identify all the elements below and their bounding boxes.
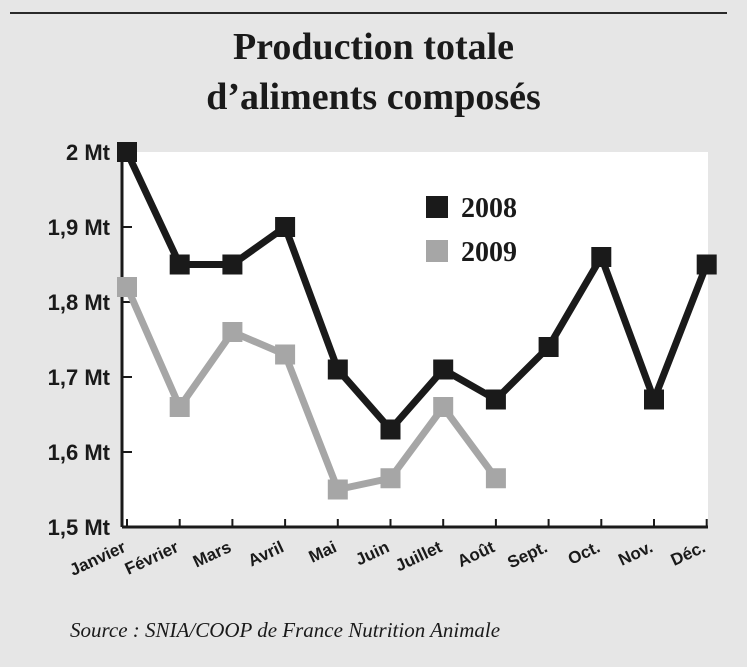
data-point-2008 xyxy=(591,247,612,267)
data-point-2008 xyxy=(169,254,190,275)
data-point-2008 xyxy=(433,359,454,380)
x-tick-label: Nov. xyxy=(615,537,655,569)
legend-label-2009: 2009 xyxy=(461,237,517,268)
x-tick-label: Mars xyxy=(190,537,234,571)
y-tick-label: 1,9 Mt xyxy=(48,215,111,240)
data-point-2009 xyxy=(485,468,506,489)
y-tick-label: 1,7 Mt xyxy=(48,365,111,390)
data-point-2009 xyxy=(275,344,296,365)
data-point-2009 xyxy=(117,277,137,297)
data-point-2008 xyxy=(696,254,717,275)
data-point-2008 xyxy=(380,419,401,440)
x-tick-label: Juin xyxy=(352,537,392,569)
top-rule xyxy=(10,12,727,14)
legend-swatch-2008 xyxy=(426,196,448,218)
x-tick-label: Oct. xyxy=(565,537,603,568)
data-point-2008 xyxy=(117,142,137,162)
chart-title: Production totale d’aliments composés xyxy=(206,26,541,118)
data-point-2008 xyxy=(275,217,296,237)
y-tick-label: 1,5 Mt xyxy=(48,515,111,540)
legend-swatch-2009 xyxy=(426,240,448,262)
data-point-2009 xyxy=(380,468,401,489)
y-tick-label: 1,8 Mt xyxy=(48,290,111,315)
legend-label-2008: 2008 xyxy=(461,193,517,224)
x-tick-label: Déc. xyxy=(668,537,709,569)
data-point-2009 xyxy=(222,322,243,342)
data-point-2009 xyxy=(433,397,454,417)
y-tick-label: 1,6 Mt xyxy=(48,440,111,465)
x-tick-label: Avril xyxy=(245,537,287,570)
x-tick-label: Mai xyxy=(306,537,340,566)
data-point-2008 xyxy=(327,359,348,380)
data-point-2008 xyxy=(485,389,506,410)
x-tick-label: Janvier xyxy=(67,537,129,580)
data-point-2008 xyxy=(644,389,664,410)
data-point-2009 xyxy=(169,397,190,417)
y-tick-label: 2 Mt xyxy=(66,140,111,165)
x-tick-label: Août xyxy=(454,537,497,571)
source-note: Source : SNIA/COOP de France Nutrition A… xyxy=(70,618,501,642)
x-tick-label: Sept. xyxy=(505,537,551,572)
data-point-2008 xyxy=(222,254,243,275)
data-point-2009 xyxy=(327,479,348,500)
x-tick-label: Février xyxy=(122,537,182,578)
data-point-2008 xyxy=(538,337,559,357)
plot-area xyxy=(122,152,708,527)
series-line-2009 xyxy=(123,285,499,494)
x-tick-label: Juillet xyxy=(392,537,445,575)
